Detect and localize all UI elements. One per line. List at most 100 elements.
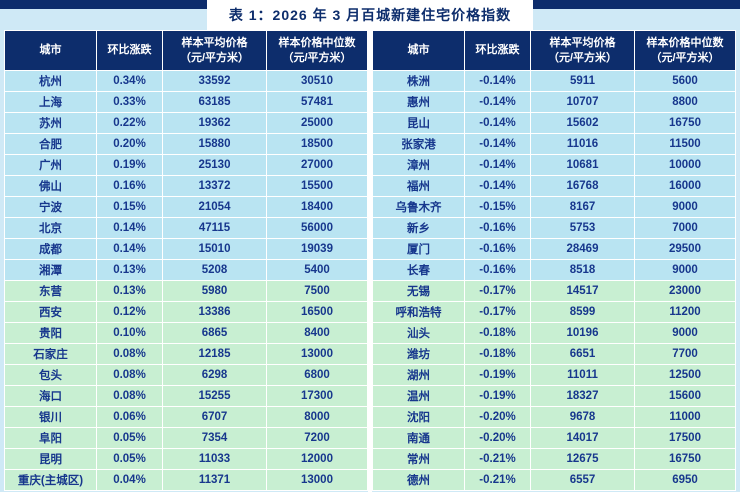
cell-median-price: 13000 [266, 469, 368, 491]
cell-city: 海口 [4, 385, 97, 407]
cell-avg-price: 21054 [162, 196, 267, 218]
cell-avg-price: 12185 [162, 343, 267, 365]
table-row: 上海 0.33% 63185 57481 [4, 91, 368, 113]
cell-median-price: 27000 [266, 154, 368, 176]
cell-change: -0.16% [464, 259, 531, 281]
page-title: 表 1：2026 年 3 月百城新建住宅价格指数 [206, 0, 534, 30]
cell-change: 0.13% [96, 259, 163, 281]
cell-median-price: 5600 [634, 70, 736, 92]
cell-city: 宁波 [4, 196, 97, 218]
table-row: 福州 -0.14% 16768 16000 [372, 175, 736, 197]
cell-change: -0.19% [464, 385, 531, 407]
header-row-right: 城市 环比涨跌 样本平均价格 （元/平方米） 样本价格中位数 （元/平方米） [372, 30, 736, 71]
header-row-left: 城市 环比涨跌 样本平均价格 （元/平方米） 样本价格中位数 （元/平方米） [4, 30, 368, 71]
cell-change: 0.12% [96, 301, 163, 323]
cell-change: -0.16% [464, 238, 531, 260]
table-row: 海口 0.08% 15255 17300 [4, 385, 368, 407]
cell-median-price: 15600 [634, 385, 736, 407]
table-row: 温州 -0.19% 18327 15600 [372, 385, 736, 407]
cell-city: 南通 [372, 427, 465, 449]
cell-change: -0.20% [464, 406, 531, 428]
cell-median-price: 8800 [634, 91, 736, 113]
table-row: 东营 0.13% 5980 7500 [4, 280, 368, 302]
cell-city: 合肥 [4, 133, 97, 155]
cell-avg-price: 6557 [530, 469, 635, 491]
table-row: 惠州 -0.14% 10707 8800 [372, 91, 736, 113]
cell-avg-price: 25130 [162, 154, 267, 176]
table-row: 潍坊 -0.18% 6651 7700 [372, 343, 736, 365]
cell-change: 0.16% [96, 175, 163, 197]
cell-change: -0.14% [464, 175, 531, 197]
cell-change: 0.08% [96, 385, 163, 407]
table-row: 成都 0.14% 15010 19039 [4, 238, 368, 260]
cell-change: 0.05% [96, 448, 163, 470]
col-header-median-price: 样本价格中位数 （元/平方米） [266, 30, 368, 71]
cell-change: -0.19% [464, 364, 531, 386]
table-row: 汕头 -0.18% 10196 9000 [372, 322, 736, 344]
table-row: 昆山 -0.14% 15602 16750 [372, 112, 736, 134]
table-row: 贵阳 0.10% 6865 8400 [4, 322, 368, 344]
cell-avg-price: 5208 [162, 259, 267, 281]
cell-median-price: 6950 [634, 469, 736, 491]
cell-avg-price: 15255 [162, 385, 267, 407]
cell-change: -0.14% [464, 154, 531, 176]
cell-city: 阜阳 [4, 427, 97, 449]
cell-median-price: 17300 [266, 385, 368, 407]
cell-change: 0.13% [96, 280, 163, 302]
cell-avg-price: 15880 [162, 133, 267, 155]
price-table-right: 城市 环比涨跌 样本平均价格 （元/平方米） 样本价格中位数 （元/平方米） 株… [372, 30, 736, 491]
cell-city: 包头 [4, 364, 97, 386]
cell-avg-price: 11011 [530, 364, 635, 386]
cell-change: -0.21% [464, 469, 531, 491]
cell-city: 东营 [4, 280, 97, 302]
cell-city: 德州 [372, 469, 465, 491]
cell-median-price: 16000 [634, 175, 736, 197]
cell-city: 广州 [4, 154, 97, 176]
table-row: 株洲 -0.14% 5911 5600 [372, 70, 736, 92]
table-row: 张家港 -0.14% 11016 11500 [372, 133, 736, 155]
cell-avg-price: 10196 [530, 322, 635, 344]
cell-avg-price: 10681 [530, 154, 635, 176]
cell-median-price: 7700 [634, 343, 736, 365]
cell-avg-price: 5753 [530, 217, 635, 239]
cell-change: -0.18% [464, 322, 531, 344]
cell-change: 0.22% [96, 112, 163, 134]
cell-avg-price: 6298 [162, 364, 267, 386]
table-row: 长春 -0.16% 8518 9000 [372, 259, 736, 281]
cell-median-price: 8000 [266, 406, 368, 428]
cell-city: 厦门 [372, 238, 465, 260]
cell-city: 张家港 [372, 133, 465, 155]
tables-container: 城市 环比涨跌 样本平均价格 （元/平方米） 样本价格中位数 （元/平方米） 杭… [4, 30, 736, 492]
table-row: 佛山 0.16% 13372 15500 [4, 175, 368, 197]
cell-median-price: 7500 [266, 280, 368, 302]
cell-city: 新乡 [372, 217, 465, 239]
cell-median-price: 9000 [634, 196, 736, 218]
cell-change: -0.14% [464, 112, 531, 134]
cell-change: -0.21% [464, 448, 531, 470]
table-row: 昆明 0.05% 11033 12000 [4, 448, 368, 470]
cell-avg-price: 14517 [530, 280, 635, 302]
cell-median-price: 18400 [266, 196, 368, 218]
cell-avg-price: 6707 [162, 406, 267, 428]
cell-change: -0.14% [464, 133, 531, 155]
cell-avg-price: 11371 [162, 469, 267, 491]
cell-avg-price: 5911 [530, 70, 635, 92]
cell-change: -0.20% [464, 427, 531, 449]
cell-change: -0.17% [464, 301, 531, 323]
col-header-city: 城市 [4, 30, 97, 71]
cell-city: 漳州 [372, 154, 465, 176]
cell-change: 0.19% [96, 154, 163, 176]
cell-city: 温州 [372, 385, 465, 407]
table-row: 乌鲁木齐 -0.15% 8167 9000 [372, 196, 736, 218]
cell-city: 常州 [372, 448, 465, 470]
table-divider [368, 30, 372, 492]
cell-avg-price: 14017 [530, 427, 635, 449]
cell-city: 贵阳 [4, 322, 97, 344]
table-row: 西安 0.12% 13386 16500 [4, 301, 368, 323]
left-table-body: 杭州 0.34% 33592 30510 上海 0.33% 63185 57481 苏州 0.22… [4, 70, 368, 491]
cell-change: 0.08% [96, 364, 163, 386]
cell-city: 昆山 [372, 112, 465, 134]
cell-avg-price: 33592 [162, 70, 267, 92]
cell-city: 长春 [372, 259, 465, 281]
table-row: 德州 -0.21% 6557 6950 [372, 469, 736, 491]
